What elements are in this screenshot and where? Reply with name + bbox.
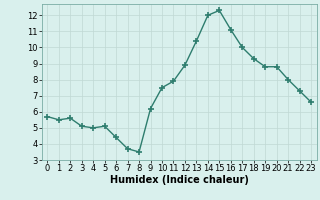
X-axis label: Humidex (Indice chaleur): Humidex (Indice chaleur) xyxy=(110,175,249,185)
